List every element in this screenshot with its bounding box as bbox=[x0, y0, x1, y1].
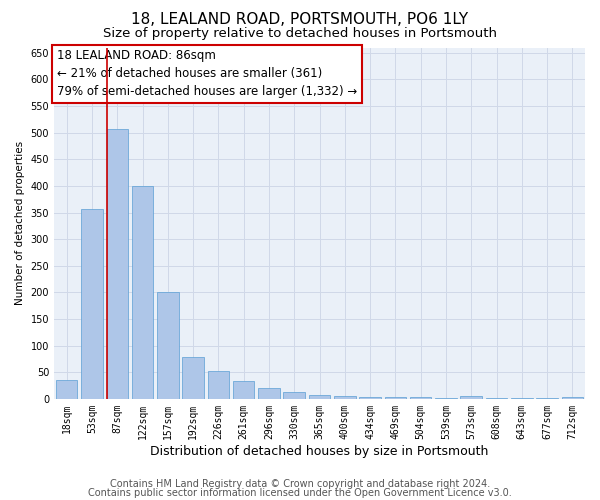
Bar bbox=[359, 397, 381, 399]
Bar bbox=[157, 292, 179, 399]
Bar bbox=[309, 394, 330, 399]
Text: Contains HM Land Registry data © Crown copyright and database right 2024.: Contains HM Land Registry data © Crown c… bbox=[110, 479, 490, 489]
Bar bbox=[56, 380, 77, 399]
Bar bbox=[460, 396, 482, 399]
Bar bbox=[233, 382, 254, 399]
Bar bbox=[182, 358, 204, 399]
Bar bbox=[511, 398, 533, 399]
Bar bbox=[81, 209, 103, 399]
Bar bbox=[283, 392, 305, 399]
Y-axis label: Number of detached properties: Number of detached properties bbox=[15, 141, 25, 305]
Bar bbox=[486, 398, 507, 399]
Bar bbox=[410, 397, 431, 399]
Bar bbox=[208, 370, 229, 399]
Bar bbox=[334, 396, 356, 399]
Bar bbox=[435, 398, 457, 399]
Bar bbox=[132, 186, 153, 399]
Bar bbox=[562, 397, 583, 399]
Text: Size of property relative to detached houses in Portsmouth: Size of property relative to detached ho… bbox=[103, 28, 497, 40]
Bar bbox=[258, 388, 280, 399]
Bar bbox=[107, 129, 128, 399]
Text: 18, LEALAND ROAD, PORTSMOUTH, PO6 1LY: 18, LEALAND ROAD, PORTSMOUTH, PO6 1LY bbox=[131, 12, 469, 28]
Bar bbox=[536, 398, 558, 399]
X-axis label: Distribution of detached houses by size in Portsmouth: Distribution of detached houses by size … bbox=[151, 444, 489, 458]
Text: 18 LEALAND ROAD: 86sqm
← 21% of detached houses are smaller (361)
79% of semi-de: 18 LEALAND ROAD: 86sqm ← 21% of detached… bbox=[56, 50, 357, 98]
Bar bbox=[385, 397, 406, 399]
Text: Contains public sector information licensed under the Open Government Licence v3: Contains public sector information licen… bbox=[88, 488, 512, 498]
